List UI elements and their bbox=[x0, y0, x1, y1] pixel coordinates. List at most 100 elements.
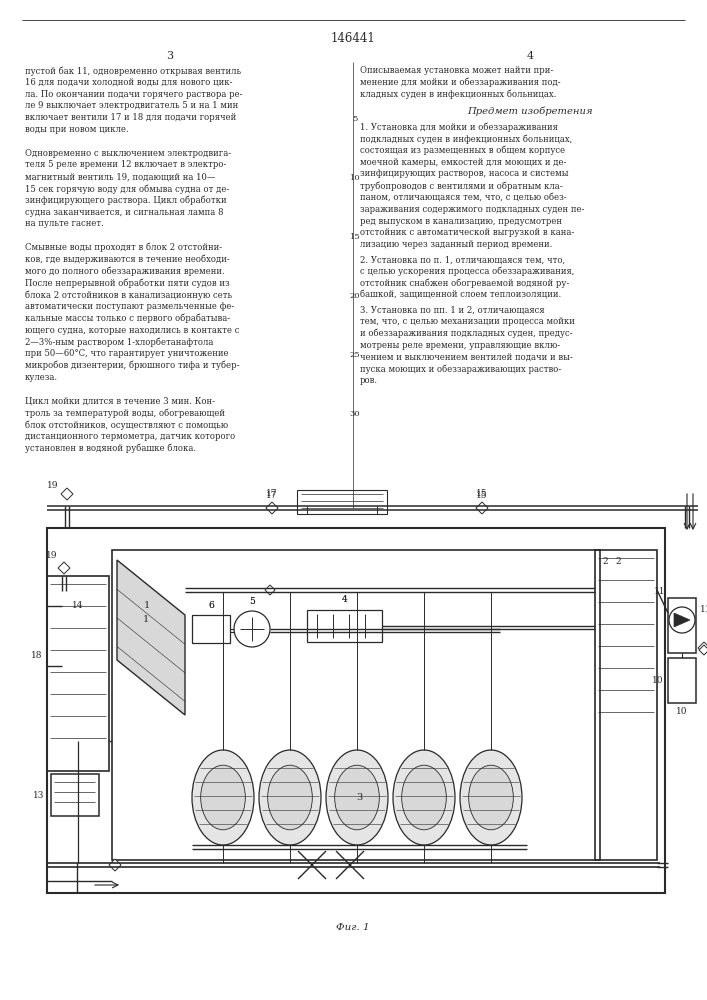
Text: Одновременно с выключением электродвига-: Одновременно с выключением электродвига- bbox=[25, 149, 231, 158]
Text: 1: 1 bbox=[144, 600, 150, 609]
Bar bbox=[668, 658, 696, 703]
Text: 11: 11 bbox=[654, 587, 666, 596]
Bar bbox=[51, 774, 99, 816]
Ellipse shape bbox=[334, 765, 380, 830]
Text: судна заканчивается, и сигнальная лампа 8: судна заканчивается, и сигнальная лампа … bbox=[25, 208, 223, 217]
Text: кальные массы только с первого обрабатыва-: кальные массы только с первого обрабатыв… bbox=[25, 314, 230, 323]
Text: 15: 15 bbox=[477, 489, 488, 498]
Text: ред выпуском в канализацию, предусмотрен: ред выпуском в канализацию, предусмотрен bbox=[360, 217, 562, 226]
Bar bbox=[47, 528, 665, 893]
Text: 10: 10 bbox=[677, 706, 688, 716]
Text: зараживания содержимого подкладных суден пе-: зараживания содержимого подкладных суден… bbox=[360, 205, 585, 214]
Text: ла. По окончании подачи горячего раствора ре-: ла. По окончании подачи горячего раствор… bbox=[25, 90, 243, 99]
Text: микробов дизентерии, брюшного тифа и тубер-: микробов дизентерии, брюшного тифа и туб… bbox=[25, 361, 240, 370]
Text: мотрены реле времени, управляющие вклю-: мотрены реле времени, управляющие вклю- bbox=[360, 341, 560, 350]
Polygon shape bbox=[674, 613, 690, 627]
Bar bbox=[192, 615, 230, 643]
Ellipse shape bbox=[460, 750, 522, 845]
Text: магнитный вентиль 19, подающий на 10—: магнитный вентиль 19, подающий на 10— bbox=[25, 172, 216, 181]
Text: 19: 19 bbox=[47, 482, 59, 490]
Text: Фиг. 1: Фиг. 1 bbox=[337, 923, 370, 932]
Text: 2: 2 bbox=[615, 558, 621, 566]
Ellipse shape bbox=[402, 765, 446, 830]
Ellipse shape bbox=[192, 750, 254, 845]
Polygon shape bbox=[265, 585, 275, 595]
Text: пуска моющих и обеззараживающих раство-: пуска моющих и обеззараживающих раство- bbox=[360, 364, 561, 374]
Text: 17: 17 bbox=[267, 491, 278, 500]
Text: блока 2 отстойников в канализационную сеть: блока 2 отстойников в канализационную се… bbox=[25, 290, 232, 300]
Text: чением и выключением вентилей подачи и вы-: чением и выключением вентилей подачи и в… bbox=[360, 352, 573, 361]
Text: зинфицирующих растворов, насоса и системы: зинфицирующих растворов, насоса и систем… bbox=[360, 169, 568, 178]
Text: троль за температурой воды, обогревающей: троль за температурой воды, обогревающей bbox=[25, 408, 225, 418]
Text: Цикл мойки длится в течение 3 мин. Кон-: Цикл мойки длится в течение 3 мин. Кон- bbox=[25, 396, 215, 405]
Text: 4: 4 bbox=[341, 595, 347, 604]
Text: 25: 25 bbox=[350, 351, 361, 359]
Text: 5: 5 bbox=[352, 115, 358, 123]
Text: 20: 20 bbox=[350, 292, 361, 300]
Text: теля 5 реле времени 12 включает в электро-: теля 5 реле времени 12 включает в электр… bbox=[25, 160, 226, 169]
Text: 15 сек горячую воду для обмыва судна от де-: 15 сек горячую воду для обмыва судна от … bbox=[25, 184, 229, 194]
Text: 1: 1 bbox=[143, 615, 149, 624]
Bar bbox=[112, 550, 600, 860]
Text: 17: 17 bbox=[267, 489, 278, 498]
Text: 3: 3 bbox=[356, 793, 363, 802]
Text: 11: 11 bbox=[700, 605, 707, 614]
Text: 18: 18 bbox=[31, 652, 42, 660]
Text: ле 9 выключает электродвигатель 5 и на 1 мин: ле 9 выключает электродвигатель 5 и на 1… bbox=[25, 101, 238, 110]
Polygon shape bbox=[476, 502, 488, 514]
Text: ков, где выдерживаются в течение необходи-: ков, где выдерживаются в течение необход… bbox=[25, 255, 230, 264]
Bar bbox=[297, 490, 387, 514]
Text: 10: 10 bbox=[653, 676, 664, 685]
Text: 6: 6 bbox=[208, 600, 214, 609]
Text: трубопроводов с вентилями и обратным кла-: трубопроводов с вентилями и обратным кла… bbox=[360, 181, 563, 191]
Text: 6: 6 bbox=[208, 600, 214, 609]
Ellipse shape bbox=[268, 765, 312, 830]
Text: Описываемая установка может найти при-: Описываемая установка может найти при- bbox=[360, 66, 554, 75]
Text: 3: 3 bbox=[166, 51, 173, 61]
Bar bbox=[595, 550, 657, 860]
Text: установлен в водяной рубашке блока.: установлен в водяной рубашке блока. bbox=[25, 444, 196, 453]
Text: на пульте гаснет.: на пульте гаснет. bbox=[25, 219, 104, 228]
Text: 4: 4 bbox=[527, 51, 534, 61]
Ellipse shape bbox=[393, 750, 455, 845]
Text: 14: 14 bbox=[72, 601, 83, 610]
Text: 5: 5 bbox=[249, 596, 255, 605]
Polygon shape bbox=[266, 502, 278, 514]
Text: 15: 15 bbox=[477, 491, 488, 500]
Text: 10: 10 bbox=[350, 174, 361, 182]
Text: 4: 4 bbox=[341, 595, 347, 604]
Text: 3. Установка по пп. 1 и 2, отличающаяся: 3. Установка по пп. 1 и 2, отличающаяся bbox=[360, 305, 544, 314]
Polygon shape bbox=[117, 560, 185, 715]
Text: зинфицирующего раствора. Цикл обработки: зинфицирующего раствора. Цикл обработки bbox=[25, 196, 227, 205]
Text: включает вентили 17 и 18 для подачи горячей: включает вентили 17 и 18 для подачи горя… bbox=[25, 113, 236, 122]
Text: 2. Установка по п. 1, отличающаяся тем, что,: 2. Установка по п. 1, отличающаяся тем, … bbox=[360, 255, 565, 264]
Text: кладных суден в инфекционных больницах.: кладных суден в инфекционных больницах. bbox=[360, 90, 556, 99]
Circle shape bbox=[234, 611, 270, 647]
Text: отстойник с автоматической выгрузкой в кана-: отстойник с автоматической выгрузкой в к… bbox=[360, 228, 574, 237]
Text: башкой, защищенной слоем теплоизоляции.: башкой, защищенной слоем теплоизоляции. bbox=[360, 290, 561, 299]
Text: воды при новом цикле.: воды при новом цикле. bbox=[25, 125, 129, 134]
Text: ров.: ров. bbox=[360, 376, 378, 385]
Text: 5: 5 bbox=[249, 596, 255, 605]
Text: 19: 19 bbox=[46, 552, 58, 560]
Text: блок отстойников, осуществляют с помощью: блок отстойников, осуществляют с помощью bbox=[25, 420, 228, 430]
Ellipse shape bbox=[326, 750, 388, 845]
Text: После непрерывной обработки пяти судов из: После непрерывной обработки пяти судов и… bbox=[25, 278, 230, 288]
Ellipse shape bbox=[259, 750, 321, 845]
Polygon shape bbox=[698, 642, 707, 654]
Text: моечной камеры, емкостей для моющих и де-: моечной камеры, емкостей для моющих и де… bbox=[360, 158, 566, 167]
Text: лизацию через заданный период времени.: лизацию через заданный период времени. bbox=[360, 240, 552, 249]
Text: ющего судна, которые находились в контакте с: ющего судна, которые находились в контак… bbox=[25, 326, 240, 335]
Polygon shape bbox=[58, 562, 70, 574]
Text: с целью ускорения процесса обеззараживания,: с целью ускорения процесса обеззараживан… bbox=[360, 267, 574, 276]
Text: дистанционного термометра, датчик которого: дистанционного термометра, датчик которо… bbox=[25, 432, 235, 441]
Text: 2—3%-ным раствором 1-хлорбетанафтола: 2—3%-ным раствором 1-хлорбетанафтола bbox=[25, 337, 214, 347]
Text: и обеззараживания подкладных суден, предус-: и обеззараживания подкладных суден, пред… bbox=[360, 329, 573, 338]
Ellipse shape bbox=[469, 765, 513, 830]
Text: подкладных суден в инфекционных больницах,: подкладных суден в инфекционных больница… bbox=[360, 134, 572, 143]
Polygon shape bbox=[699, 645, 707, 655]
Text: пустой бак 11, одновременно открывая вентиль: пустой бак 11, одновременно открывая вен… bbox=[25, 66, 241, 76]
Text: отстойник снабжен обогреваемой водяной ру-: отстойник снабжен обогреваемой водяной р… bbox=[360, 279, 569, 288]
Text: Предмет изобретения: Предмет изобретения bbox=[467, 106, 592, 116]
Bar bbox=[47, 576, 109, 771]
